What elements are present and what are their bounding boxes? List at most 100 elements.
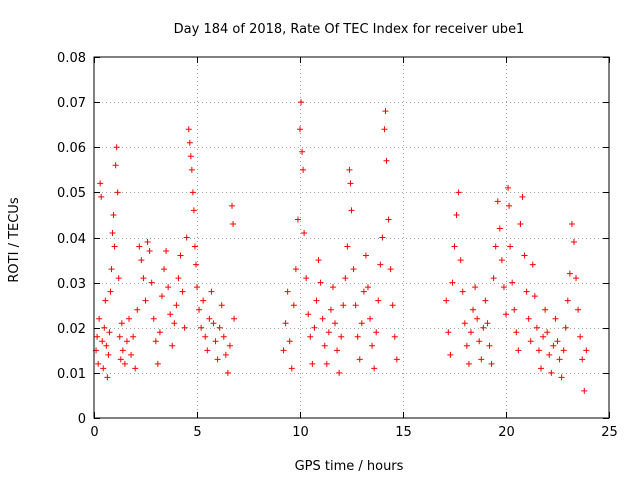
data-point <box>552 315 559 322</box>
x-tick-label: 15 <box>395 425 412 440</box>
data-point <box>323 360 330 367</box>
data-point <box>169 342 176 349</box>
data-point <box>393 356 400 363</box>
data-point <box>311 324 318 331</box>
data-point <box>521 252 528 259</box>
x-tick-label: 25 <box>601 425 618 440</box>
data-point <box>183 234 190 241</box>
data-point <box>94 333 101 340</box>
data-point <box>138 257 145 264</box>
data-point <box>505 184 512 191</box>
data-point <box>109 229 116 236</box>
data-point <box>542 306 549 313</box>
data-point <box>385 216 392 223</box>
y-tick-label: 0.02 <box>57 322 86 337</box>
data-point <box>352 302 359 309</box>
y-tick-label: 0.03 <box>57 277 86 292</box>
data-point <box>110 211 117 218</box>
data-point <box>100 365 107 372</box>
data-point <box>298 99 305 106</box>
data-point <box>108 266 115 273</box>
data-point <box>282 320 289 327</box>
data-point <box>531 293 538 300</box>
data-point <box>107 288 114 295</box>
data-point <box>231 315 238 322</box>
data-point <box>104 374 111 381</box>
data-point <box>105 351 112 358</box>
data-point <box>329 284 336 291</box>
data-point <box>229 202 236 209</box>
data-point <box>480 324 487 331</box>
data-point <box>467 329 474 336</box>
data-point <box>292 266 299 273</box>
axis-ticks <box>94 57 610 419</box>
data-point <box>560 347 567 354</box>
data-point <box>179 288 186 295</box>
chart-title: Day 184 of 2018, Rate Of TEC Index for r… <box>174 22 525 37</box>
data-point <box>488 360 495 367</box>
data-point <box>117 356 124 363</box>
data-point <box>299 148 306 155</box>
data-point <box>118 320 125 327</box>
data-point <box>382 108 389 115</box>
data-point <box>224 369 231 376</box>
data-point <box>171 320 178 327</box>
data-point <box>348 207 355 214</box>
data-point <box>202 333 209 340</box>
data-point <box>186 139 193 146</box>
data-point <box>457 257 464 264</box>
data-point <box>114 189 121 196</box>
data-point <box>515 347 522 354</box>
data-point <box>294 216 301 223</box>
data-point <box>451 243 458 250</box>
data-point <box>340 302 347 309</box>
y-axis-label: ROTI / TECUs <box>7 197 22 282</box>
data-point <box>150 315 157 322</box>
y-tick-label: 0.08 <box>57 51 86 66</box>
data-point <box>346 166 353 173</box>
data-point <box>546 351 553 358</box>
data-point <box>190 207 197 214</box>
y-tick-label: 0.05 <box>57 186 86 201</box>
data-point <box>130 333 137 340</box>
x-tick-label: 20 <box>498 425 515 440</box>
data-point <box>558 374 565 381</box>
data-point <box>564 297 571 304</box>
data-point <box>568 220 575 227</box>
data-point <box>196 306 203 313</box>
data-point <box>102 297 109 304</box>
data-point <box>177 252 184 259</box>
data-point <box>562 324 569 331</box>
data-point <box>95 360 102 367</box>
data-point <box>152 338 159 345</box>
data-point <box>288 365 295 372</box>
data-point <box>136 243 143 250</box>
data-point <box>369 342 376 349</box>
data-point <box>216 324 223 331</box>
data-point <box>463 342 470 349</box>
data-point <box>375 297 382 304</box>
data-point <box>443 297 450 304</box>
y-tick-label: 0.07 <box>57 96 86 111</box>
data-point <box>106 329 113 336</box>
data-point <box>214 356 221 363</box>
data-point <box>381 126 388 133</box>
data-point <box>344 243 351 250</box>
data-point <box>566 270 573 277</box>
data-point <box>123 338 130 345</box>
data-point <box>156 329 163 336</box>
data-point <box>128 351 135 358</box>
data-point <box>192 261 199 268</box>
data-point <box>476 338 483 345</box>
data-point <box>540 333 547 340</box>
data-point <box>498 257 505 264</box>
data-point <box>119 347 126 354</box>
data-point <box>97 180 104 187</box>
data-point <box>347 180 354 187</box>
y-tick-label: 0.01 <box>57 367 86 382</box>
data-point <box>358 320 365 327</box>
data-point <box>513 329 520 336</box>
data-point <box>181 324 188 331</box>
data-point <box>478 356 485 363</box>
data-point <box>185 126 192 133</box>
